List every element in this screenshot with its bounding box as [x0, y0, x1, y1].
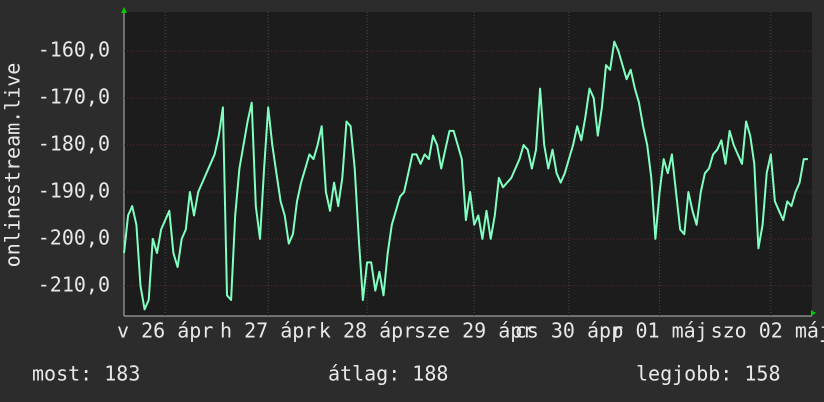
x-tick-label: sze 29 ápr — [414, 319, 534, 343]
stat-average: átlag: 188 — [328, 362, 448, 386]
y-tick-label: -170,0 — [38, 84, 110, 108]
y-tick-label: -210,0 — [38, 272, 110, 296]
y-tick-label: -180,0 — [38, 131, 110, 155]
y-tick-label: -190,0 — [38, 178, 110, 202]
x-tick-label: k 28 ápr — [319, 319, 415, 343]
x-tick-label: v 26 ápr — [117, 319, 213, 343]
plot-area — [124, 12, 812, 316]
x-arrow — [811, 310, 816, 316]
y-tick-label: -160,0 — [38, 37, 110, 61]
x-tick-label: p 01 máj — [611, 319, 707, 343]
y-arrow — [121, 7, 127, 13]
data-line — [123, 40, 808, 311]
x-tick-label: szo 02 máj — [711, 319, 824, 343]
y-axis-label: onlinestream.live — [1, 63, 25, 268]
y-tick-label: -200,0 — [38, 225, 110, 249]
x-tick-label: h 27 ápr — [220, 319, 316, 343]
stat-current: most: 183 — [32, 362, 140, 386]
x-tick-label: cs 30 ápr — [515, 319, 623, 343]
stat-best: legjobb: 158 — [636, 362, 781, 386]
